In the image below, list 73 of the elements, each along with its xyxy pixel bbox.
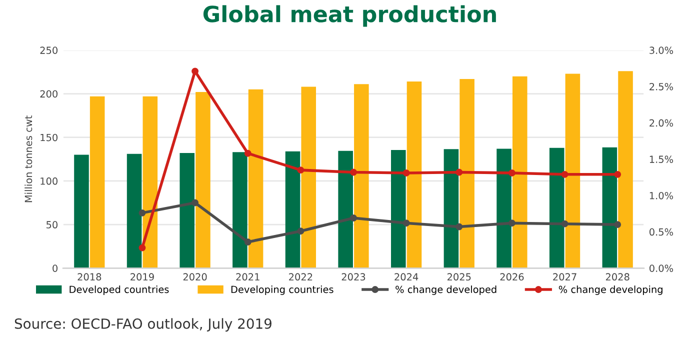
y2-tick-label: 1.0% [650,192,674,200]
point [192,199,199,206]
point [561,220,568,228]
point [297,228,304,235]
bar [285,151,300,268]
point [508,220,516,227]
bar [565,74,580,268]
point [138,244,146,252]
x-tick-label: 2025 [447,273,471,281]
bar [391,150,406,268]
point [614,221,622,228]
bar [232,152,248,268]
bar [549,148,564,268]
point [456,168,463,176]
bar [444,149,459,268]
bar [180,153,195,268]
y-tick-label: 50 [46,221,58,228]
bar [406,82,422,268]
y-tick-label: 100 [40,177,58,185]
bar [460,78,474,268]
point [244,238,252,246]
bar [126,154,142,268]
bar [142,96,158,268]
legend-label: Developing countries [231,286,334,295]
x-tick-label: 2019 [130,273,154,281]
bar [338,150,353,268]
bar [74,154,89,268]
y2-tick-label: 2.0% [650,119,674,127]
x-tick-label: 2026 [500,273,524,281]
x-tick-label: 2022 [289,273,312,281]
bar [196,92,210,268]
y2-tick-label: 3.0% [650,46,674,54]
point [402,169,410,176]
bar [301,86,316,268]
y-tick-label: 0 [52,264,58,272]
y2-tick-label: 2.5% [650,82,674,90]
y2-tick-label: 1.5% [650,156,674,163]
chart-title: Global meat production [203,5,496,27]
point [508,169,516,176]
y2-tick-label: 0.0% [650,264,674,272]
bar [248,89,264,268]
point [350,168,357,176]
legend-label: % change developing [558,286,662,295]
y-axis-title: Million tonnes cwt [24,116,32,202]
point [456,223,463,230]
point [192,68,199,75]
point [402,220,410,227]
bar [90,96,105,268]
x-tick-label: 2024 [394,273,418,281]
bar [512,76,528,268]
x-tick-label: 2018 [78,273,102,281]
point [297,166,304,174]
bar [618,71,633,268]
legend-label: Developed countries [70,286,169,295]
y2-tick-label: 0.5% [650,228,674,236]
point [350,214,357,222]
source-note: Source: OECD-FAO outlook, July 2019 [14,318,272,332]
x-tick-label: 2021 [236,273,260,281]
bar [602,147,618,268]
x-tick-label: 2020 [183,273,207,281]
point [138,209,146,216]
x-tick-label: 2028 [606,273,630,281]
x-tick-label: 2023 [342,273,366,281]
y-tick-label: 150 [40,134,58,142]
x-tick-label: 2027 [553,273,576,281]
point [244,150,252,157]
point [561,170,568,178]
bar [354,84,369,268]
legend-label: % change developed [396,286,496,295]
bar [496,148,512,268]
y-tick-label: 200 [40,90,58,98]
y-tick-label: 250 [40,46,58,54]
point [614,170,622,178]
